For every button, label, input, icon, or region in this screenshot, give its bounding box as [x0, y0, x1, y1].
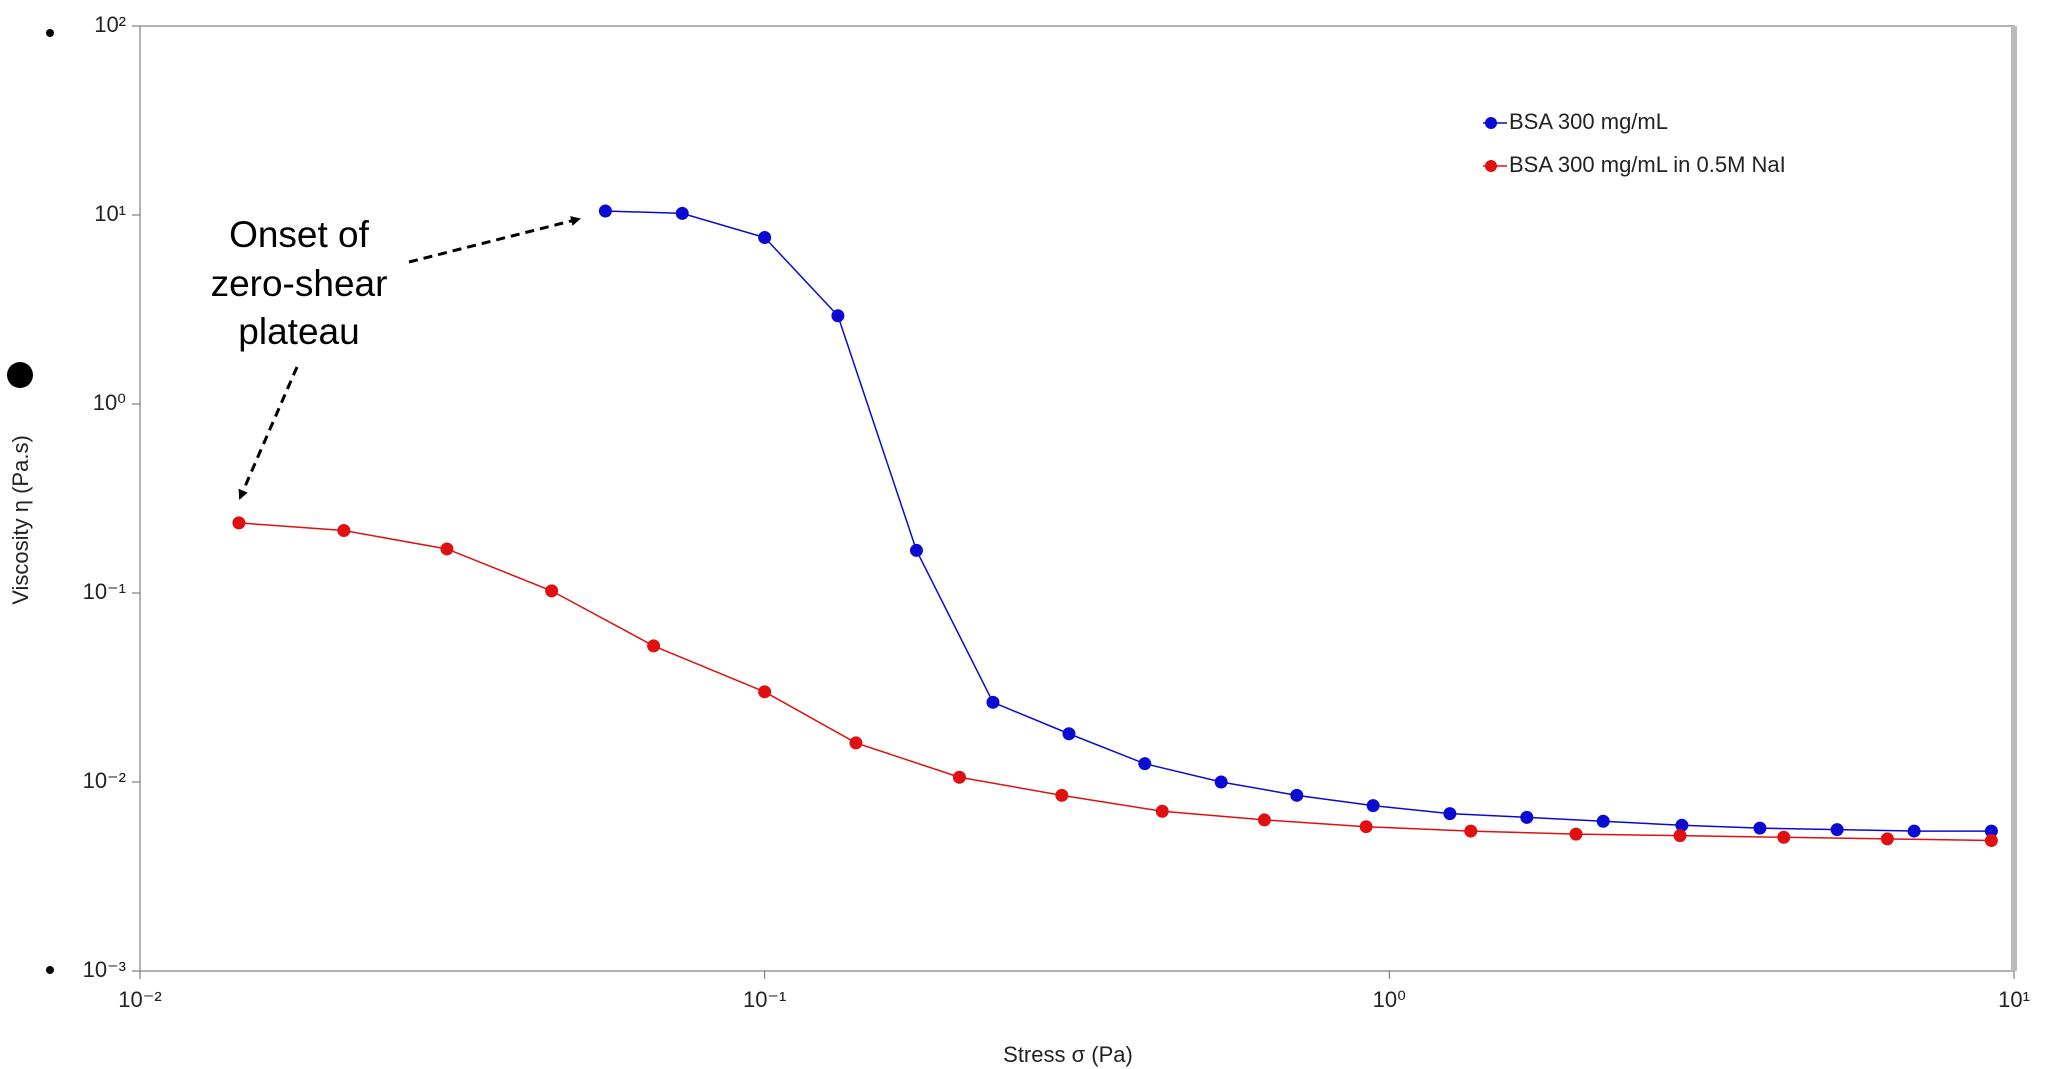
y-tick-label: 10²: [94, 12, 126, 37]
legend-marker: [1485, 117, 1497, 129]
data-point: [1290, 788, 1304, 802]
annotation-arrow: [238, 366, 299, 500]
data-point: [909, 543, 923, 557]
data-point: [986, 695, 1000, 709]
dot: [46, 29, 54, 37]
legend-label: BSA 300 mg/mL: [1509, 109, 1668, 134]
data-point: [1055, 788, 1069, 802]
y-tick-label: 10¹: [94, 201, 126, 226]
x-tick-label: 10⁰: [1373, 987, 1406, 1012]
y-axis-symbol: [7, 362, 33, 388]
data-point: [1366, 799, 1380, 813]
y-tick-label: 10⁻³: [83, 957, 126, 982]
data-point: [1880, 832, 1894, 846]
x-axis-title: Stress σ (Pa): [1003, 1042, 1133, 1067]
data-point: [1907, 824, 1921, 838]
data-point: [1753, 821, 1767, 835]
legend-marker: [1485, 160, 1497, 172]
data-point: [831, 309, 845, 323]
data-point: [232, 516, 246, 530]
data-point: [849, 736, 863, 750]
data-point: [952, 770, 966, 784]
annotation: zero-shear: [211, 263, 388, 304]
y-tick-label: 10⁻²: [83, 768, 126, 793]
dot: [46, 966, 54, 974]
legend-label: BSA 300 mg/mL in 0.5M NaI: [1509, 152, 1786, 177]
data-point: [1214, 775, 1228, 789]
data-point: [1443, 807, 1457, 821]
y-axis-title: Viscosity η (Pa.s): [8, 435, 33, 605]
data-point: [758, 685, 772, 699]
data-point: [1984, 824, 1998, 838]
data-point: [647, 639, 661, 653]
data-point: [440, 542, 454, 556]
data-point: [1984, 834, 1998, 848]
data-point: [1569, 827, 1583, 841]
x-tick-label: 10⁻¹: [743, 987, 786, 1012]
data-point: [1777, 830, 1791, 844]
data-point: [1138, 757, 1152, 771]
series-line: [238, 522, 1992, 842]
data-point: [337, 524, 351, 538]
data-point: [1673, 829, 1687, 843]
data-point: [1596, 814, 1610, 828]
data-point: [1359, 820, 1373, 834]
y-tick-label: 10⁻¹: [83, 579, 126, 604]
data-point: [545, 584, 559, 598]
annotation: plateau: [238, 311, 359, 352]
data-point: [1155, 804, 1169, 818]
x-tick-label: 10⁻²: [118, 987, 161, 1012]
data-point: [1062, 727, 1076, 741]
data-point: [1257, 813, 1271, 827]
data-point: [1464, 824, 1478, 838]
x-tick-label: 10¹: [1998, 987, 2030, 1012]
y-tick-label: 10⁰: [93, 390, 126, 415]
plot-area: [139, 25, 2015, 972]
data-point: [675, 206, 689, 220]
data-point: [1830, 823, 1844, 837]
data-point: [1675, 818, 1689, 832]
data-point: [598, 204, 612, 218]
annotation: Onset of: [229, 214, 370, 255]
data-point: [1520, 810, 1534, 824]
data-point: [758, 231, 772, 245]
